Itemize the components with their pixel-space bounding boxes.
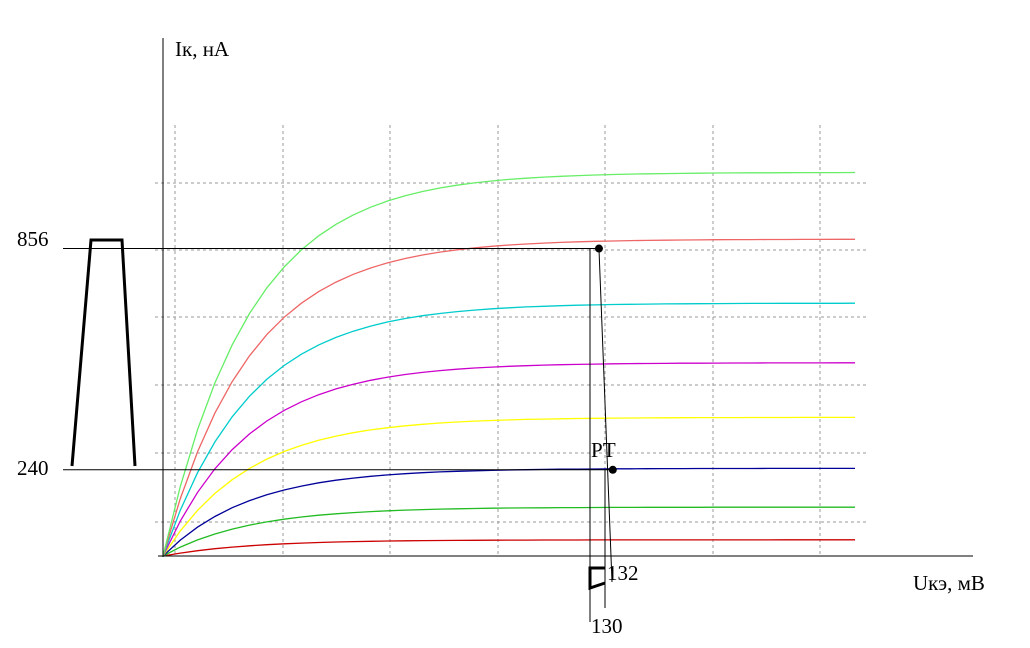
- series-curve-5: [162, 362, 855, 557]
- series-curve-7: [162, 238, 855, 557]
- grid: [155, 125, 868, 556]
- x-mark-label-130: 130: [591, 614, 623, 638]
- y-mark-label-240: 240: [17, 456, 49, 480]
- operating-point-marker: [608, 465, 617, 474]
- y-mark-label-856: 856: [17, 227, 49, 251]
- upper-point-marker: [594, 244, 603, 253]
- series-curve-1: [162, 539, 855, 557]
- output-pulse-bottom: [588, 566, 606, 591]
- overlays: [63, 238, 617, 622]
- series-curve-6: [162, 302, 856, 557]
- x-axis-label: Uкэ, мВ: [913, 571, 985, 595]
- x-mark-label-132: 132: [607, 561, 639, 585]
- series-curve-8: [162, 171, 856, 557]
- series-curve-2: [162, 506, 855, 557]
- series-curve-4: [162, 416, 855, 557]
- operating-point-label: РТ: [591, 438, 616, 462]
- y-axis-label: Iк, нА: [175, 37, 230, 61]
- load-line: [598, 248, 613, 583]
- curves: [162, 171, 856, 557]
- input-pulse-left: [70, 238, 137, 467]
- series-curve-3: [162, 467, 855, 557]
